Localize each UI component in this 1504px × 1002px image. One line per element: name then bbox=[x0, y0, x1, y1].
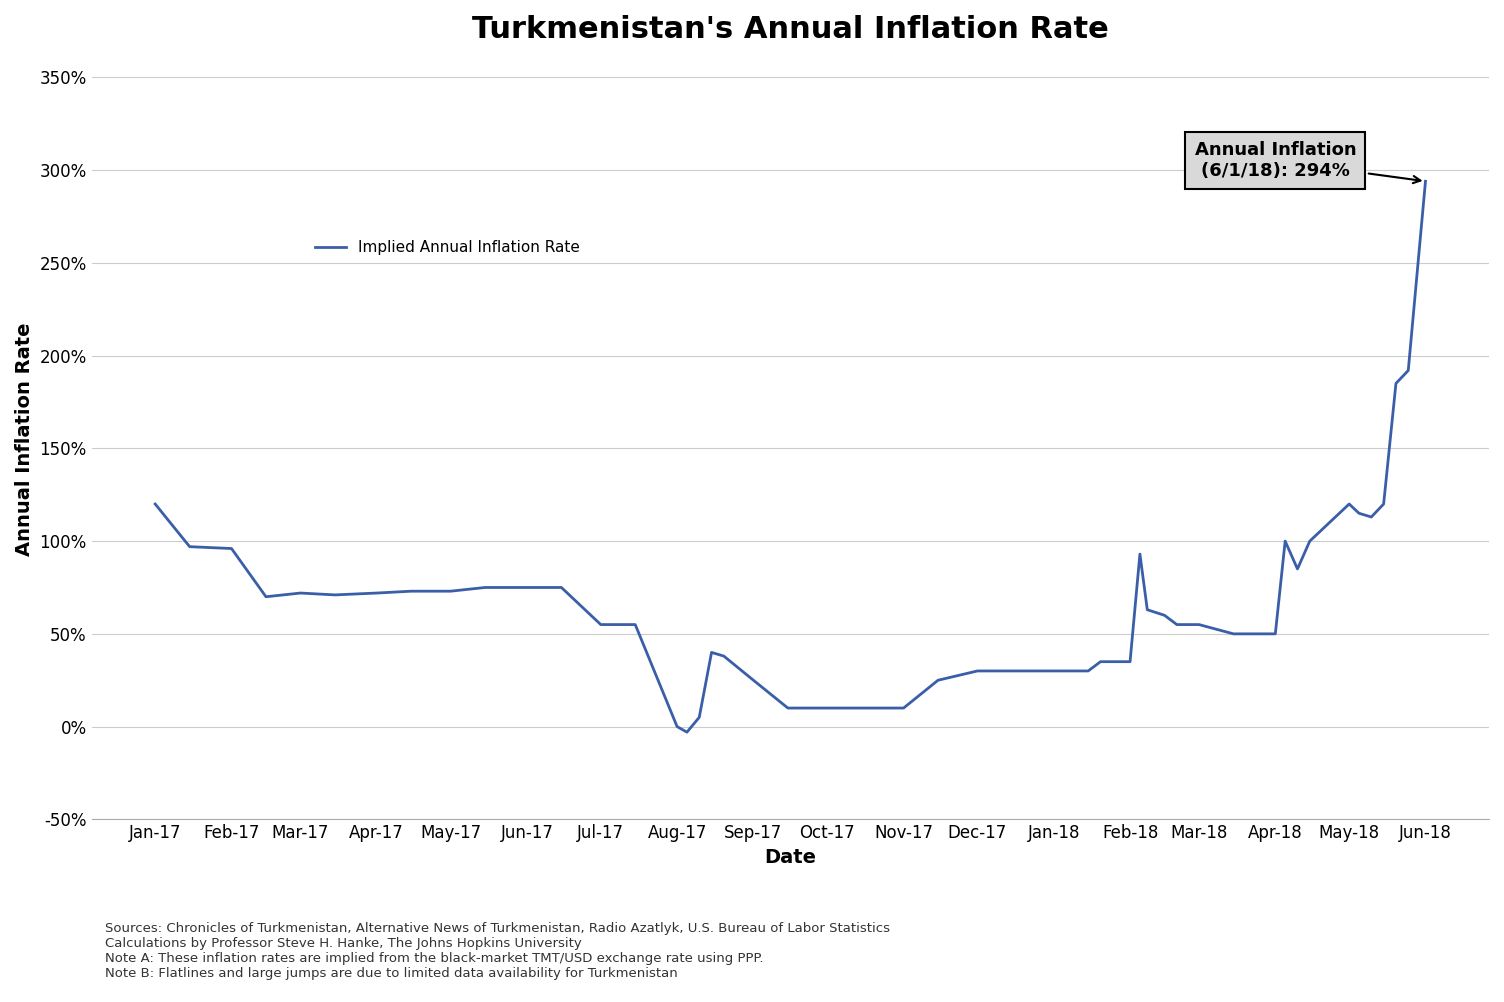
Legend: Implied Annual Inflation Rate: Implied Annual Inflation Rate bbox=[308, 233, 585, 261]
Title: Turkmenistan's Annual Inflation Rate: Turkmenistan's Annual Inflation Rate bbox=[472, 15, 1108, 44]
X-axis label: Date: Date bbox=[764, 848, 817, 867]
Y-axis label: Annual Inflation Rate: Annual Inflation Rate bbox=[15, 323, 35, 556]
Text: Sources: Chronicles of Turkmenistan, Alternative News of Turkmenistan, Radio Aza: Sources: Chronicles of Turkmenistan, Alt… bbox=[105, 922, 890, 980]
Text: Annual Inflation
(6/1/18): 294%: Annual Inflation (6/1/18): 294% bbox=[1194, 141, 1420, 183]
